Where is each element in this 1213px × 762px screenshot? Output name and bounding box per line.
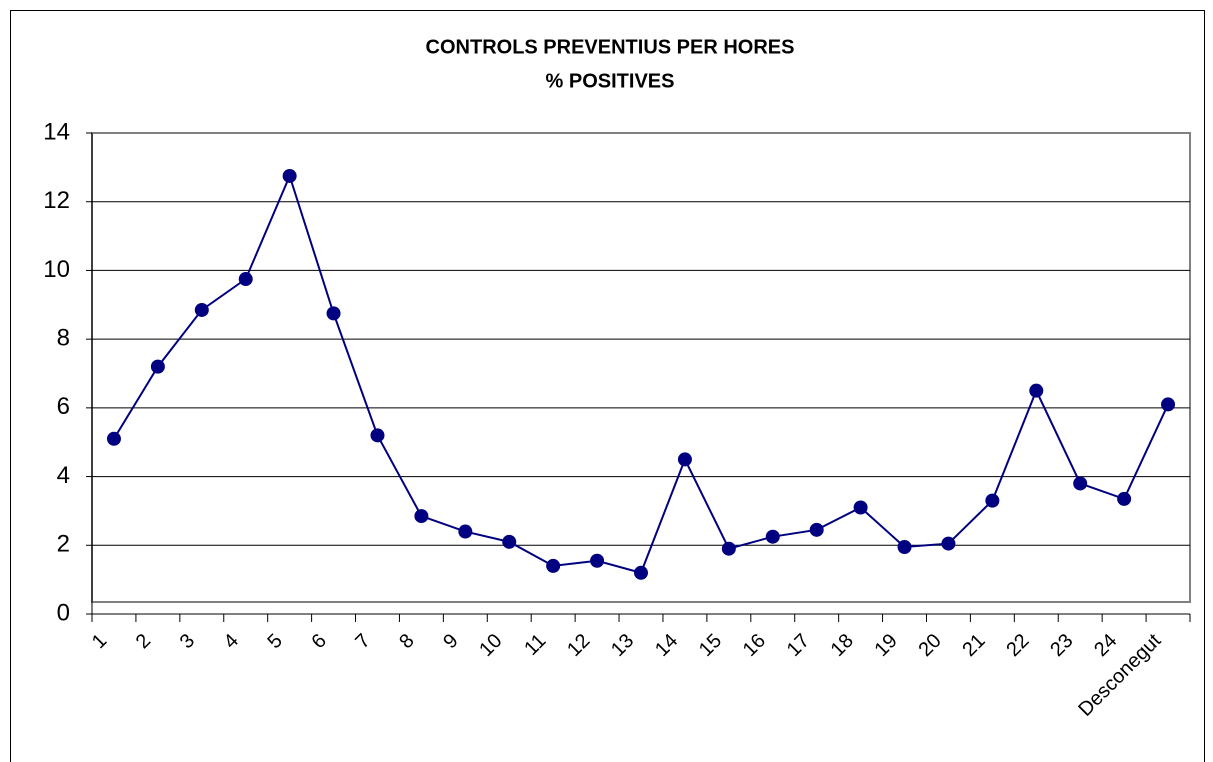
- marker: [370, 428, 385, 443]
- y-tick-label: 4: [57, 462, 70, 489]
- marker: [106, 431, 121, 446]
- marker: [326, 306, 341, 321]
- marker: [765, 529, 780, 544]
- marker: [985, 493, 1000, 508]
- chart-border: [10, 10, 1205, 762]
- chart-title: CONTROLS PREVENTIUS PER HORES: [426, 36, 795, 58]
- marker: [150, 359, 165, 374]
- marker: [502, 534, 517, 549]
- y-tick-label: 0: [57, 599, 70, 626]
- marker: [282, 168, 297, 183]
- marker: [721, 541, 736, 556]
- y-tick-label: 8: [57, 324, 70, 351]
- marker: [1117, 491, 1132, 506]
- marker: [1073, 476, 1088, 491]
- marker: [677, 452, 692, 467]
- y-tick-label: 2: [57, 531, 70, 558]
- marker: [1029, 383, 1044, 398]
- marker: [194, 302, 209, 317]
- y-tick-label: 6: [57, 393, 70, 420]
- y-tick-label: 12: [43, 187, 70, 214]
- marker: [897, 540, 912, 555]
- marker: [853, 500, 868, 515]
- marker: [414, 509, 429, 524]
- chart-subtitle: % POSITIVES: [546, 70, 675, 92]
- y-tick-label: 10: [43, 256, 70, 283]
- y-tick-label: 14: [43, 118, 70, 145]
- marker: [1161, 397, 1176, 412]
- marker: [590, 553, 605, 568]
- marker: [941, 536, 956, 551]
- marker: [634, 565, 648, 580]
- marker: [809, 522, 824, 537]
- marker: [238, 272, 253, 287]
- marker: [546, 558, 561, 573]
- marker: [458, 524, 473, 539]
